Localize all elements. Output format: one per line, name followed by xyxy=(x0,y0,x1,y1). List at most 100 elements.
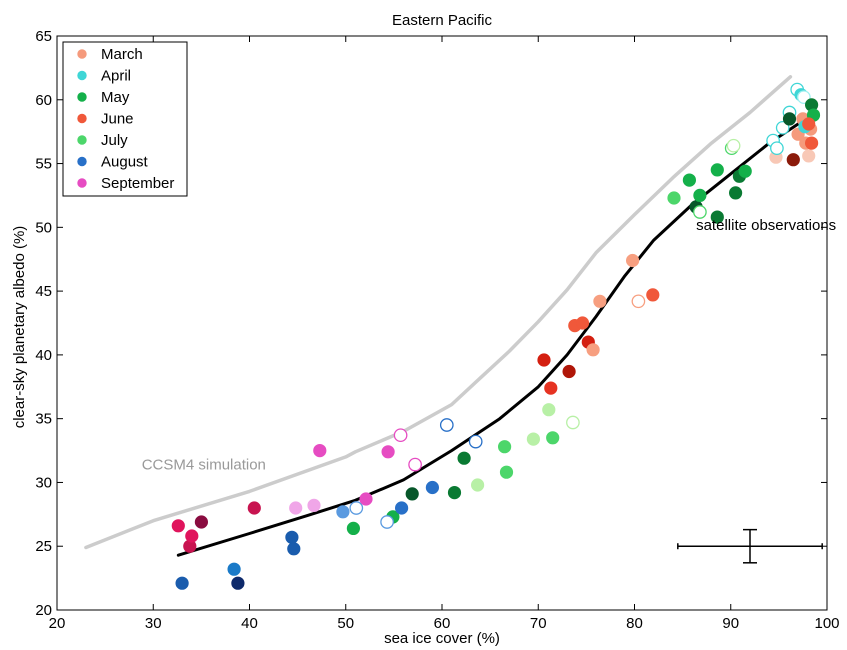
data-point xyxy=(287,542,301,556)
satellite-observations-line xyxy=(84,75,793,550)
x-tick-label: 90 xyxy=(722,615,739,632)
x-axis-label: sea ice cover (%) xyxy=(384,630,500,647)
data-point xyxy=(313,443,327,458)
data-point xyxy=(307,498,321,512)
data-point xyxy=(710,163,724,177)
data-point xyxy=(457,451,471,465)
satellite-observations-label: satellite observations xyxy=(696,217,836,234)
data-point xyxy=(336,505,350,519)
y-tick-label: 50 xyxy=(35,219,52,236)
y-tick-label: 65 xyxy=(35,28,52,45)
legend-marker-april xyxy=(77,70,87,81)
data-point xyxy=(439,418,454,432)
y-axis-label: clear-sky planetary albedo (%) xyxy=(11,226,28,429)
data-point xyxy=(231,576,245,590)
legend-marker-may xyxy=(77,92,87,102)
legend-label-september: September xyxy=(101,175,174,192)
series-september xyxy=(171,428,422,553)
legend-label-april: April xyxy=(101,68,131,85)
data-point xyxy=(770,141,784,156)
legend-label-may: May xyxy=(101,89,130,106)
data-point xyxy=(593,294,607,308)
data-point xyxy=(346,521,360,536)
legend-marker-september xyxy=(77,178,87,188)
data-point xyxy=(425,480,439,495)
legend: March April May June July August September xyxy=(62,41,188,197)
data-point xyxy=(775,120,790,135)
data-point xyxy=(497,440,512,454)
y-tick-label: 30 xyxy=(35,474,52,491)
data-point xyxy=(738,164,752,178)
data-point xyxy=(646,288,660,302)
data-point xyxy=(726,138,741,153)
data-point xyxy=(171,519,185,533)
data-point xyxy=(544,381,558,395)
series-june xyxy=(537,117,819,395)
series-august xyxy=(175,418,483,590)
x-tick-label: 30 xyxy=(145,615,162,632)
series-may xyxy=(682,98,821,224)
data-point xyxy=(562,364,576,379)
ccsm4-simulation-line xyxy=(176,112,815,557)
legend-marker-august xyxy=(77,156,87,167)
data-point xyxy=(682,173,697,187)
chart-title: Eastern Pacific xyxy=(392,12,493,29)
data-point xyxy=(586,343,600,357)
data-point xyxy=(175,576,189,590)
data-point xyxy=(667,191,681,205)
x-tick-label: 70 xyxy=(530,615,547,632)
data-point xyxy=(804,136,819,150)
x-tick-label: 80 xyxy=(626,615,643,632)
data-point xyxy=(227,562,241,576)
legend-marker-july xyxy=(77,135,87,145)
y-tick-label: 40 xyxy=(35,347,52,364)
legend-label-march: March xyxy=(101,46,143,63)
ccsm4-simulation-label: CCSM4 simulation xyxy=(142,457,266,474)
data-point xyxy=(289,501,303,515)
data-point xyxy=(285,530,299,544)
legend-marker-june xyxy=(77,113,87,124)
x-tick-label: 20 xyxy=(49,615,66,632)
data-point xyxy=(575,316,590,330)
data-point xyxy=(710,210,724,224)
y-tick-label: 35 xyxy=(35,411,52,428)
data-point xyxy=(542,403,556,417)
data-point xyxy=(693,205,707,219)
y-tick-label: 60 xyxy=(35,92,52,109)
data-point xyxy=(693,188,707,202)
data-point xyxy=(546,431,560,445)
data-point xyxy=(393,428,408,443)
x-tick-label: 100 xyxy=(814,615,839,632)
y-tick-label: 55 xyxy=(35,156,52,173)
data-point xyxy=(468,434,483,449)
data-point xyxy=(728,186,743,200)
data-point xyxy=(802,149,816,163)
data-point xyxy=(247,501,261,515)
x-tick-label: 40 xyxy=(241,615,258,632)
data-point xyxy=(405,487,419,501)
data-point xyxy=(394,501,409,515)
data-point xyxy=(802,117,816,131)
plot-area: 20 30 40 50 60 70 80 90 100 20 25 30 35 40 45 50 55 60 65 s… xyxy=(35,28,839,632)
legend-label-june: June xyxy=(101,111,134,128)
data-point xyxy=(185,529,199,543)
data-point xyxy=(537,353,551,367)
data-point xyxy=(786,153,800,167)
y-tick-label: 45 xyxy=(35,283,52,300)
data-point xyxy=(447,485,462,500)
y-tick-label: 20 xyxy=(35,602,52,619)
x-tick-label: 50 xyxy=(337,615,354,632)
data-point xyxy=(499,465,514,479)
data-point xyxy=(408,457,422,472)
data-point xyxy=(380,515,394,529)
data-point xyxy=(782,112,797,126)
data-point xyxy=(526,432,541,446)
data-point xyxy=(381,445,395,459)
x-tick-label: 60 xyxy=(434,615,451,632)
data-point xyxy=(470,478,485,492)
data-point xyxy=(359,492,373,506)
data-point xyxy=(625,253,640,268)
legend-marker-march xyxy=(77,49,87,59)
y-tick-label: 25 xyxy=(35,538,52,555)
